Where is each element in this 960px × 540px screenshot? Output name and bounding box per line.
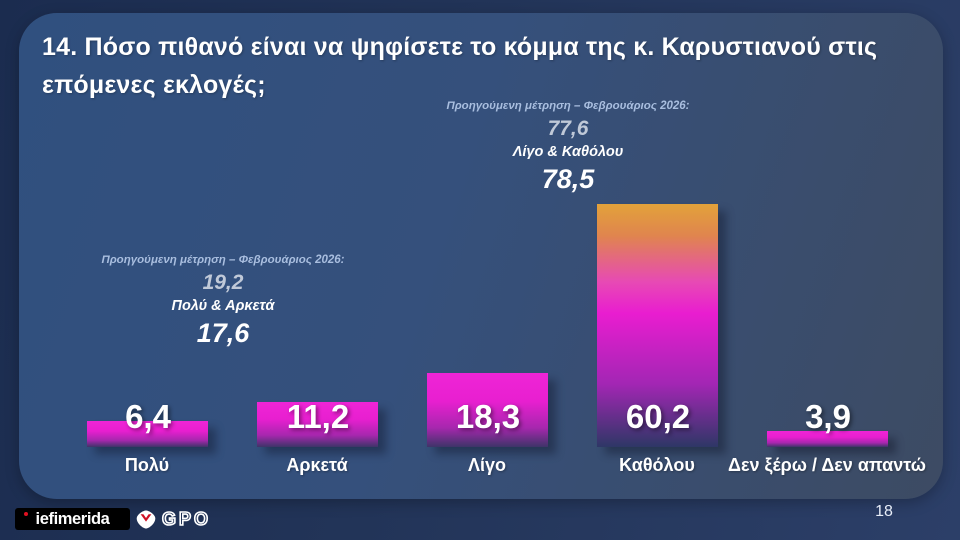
bar-category-label: Πολύ xyxy=(124,455,170,475)
annotation-group-label: Πολύ & Αρκετά xyxy=(171,298,275,314)
annotation-previous-value: 19,2 xyxy=(202,271,244,294)
annotation-current-value: 78,5 xyxy=(541,164,595,194)
bar-value-label: 11,2 xyxy=(286,398,350,435)
bar-category-label: Δεν ξέρω / Δεν απαντώ xyxy=(728,455,926,475)
bar-ligo xyxy=(427,373,548,447)
gpo-logo-text: GPO xyxy=(161,508,212,530)
bar-category-label: Καθόλου xyxy=(619,455,695,475)
annotation-previous-value: 77,6 xyxy=(547,117,589,140)
bar-arketa xyxy=(257,402,378,447)
page-number: 18 xyxy=(875,503,893,520)
bar-value-label: 18,3 xyxy=(455,398,521,435)
annotation-poly-arketa: Προηγούμενη μέτρηση – Φεβρουάριος 2026: … xyxy=(73,254,373,349)
annotation-ligo-katholou: Προηγούμενη μέτρηση – Φεβρουάριος 2026: … xyxy=(418,100,718,195)
bar-poly xyxy=(87,421,208,447)
annotation-header: Προηγούμενη μέτρηση – Φεβρουάριος 2026: xyxy=(446,100,690,112)
iefimerida-logo-text: iefimerida xyxy=(35,510,110,528)
iefimerida-logo: iefimerida xyxy=(15,508,130,530)
annotation-header: Προηγούμενη μέτρηση – Φεβρουάριος 2026: xyxy=(101,254,345,266)
bar-value-label: 3,9 xyxy=(805,398,851,435)
bar-den-xero xyxy=(767,431,888,447)
page-title: 14. Πόσο πιθανό είναι να ψηφίσετε το κόμ… xyxy=(42,33,878,99)
iefimerida-red-dot-icon xyxy=(24,511,28,516)
gpo-logo: GPO xyxy=(136,507,211,531)
bar-katholou xyxy=(597,204,718,447)
annotation-group-label: Λίγο & Καθόλου xyxy=(512,144,624,160)
bar-value-label: 60,2 xyxy=(625,398,691,435)
annotation-current-value: 17,6 xyxy=(196,318,250,348)
gpo-diamond-icon xyxy=(136,510,156,528)
bar-category-label: Αρκετά xyxy=(286,455,348,475)
bar-value-label: 6,4 xyxy=(125,398,171,435)
bar-category-label: Λίγο xyxy=(467,455,506,475)
